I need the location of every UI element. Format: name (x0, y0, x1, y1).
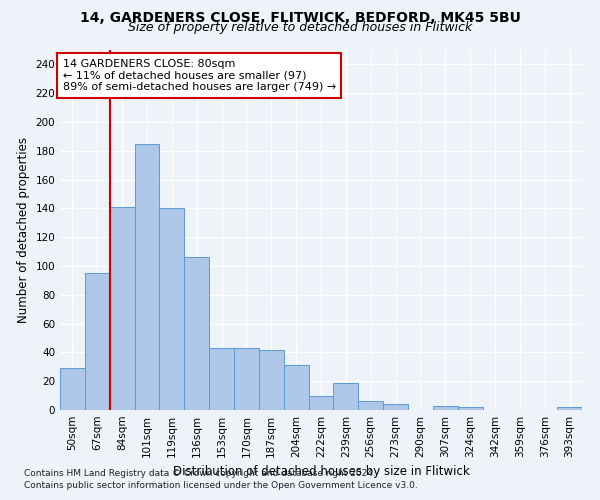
Bar (334, 382, 358, 410)
Bar (358, 402, 383, 410)
Text: Contains public sector information licensed under the Open Government Licence v3: Contains public sector information licen… (24, 481, 418, 490)
Y-axis label: Number of detached properties: Number of detached properties (17, 137, 30, 323)
Bar (284, 366, 308, 410)
Bar (209, 348, 234, 410)
Bar (234, 348, 259, 410)
Text: 14 GARDENERS CLOSE: 80sqm
← 11% of detached houses are smaller (97)
89% of semi-: 14 GARDENERS CLOSE: 80sqm ← 11% of detac… (62, 59, 336, 92)
Bar (433, 406, 458, 410)
Bar (383, 404, 408, 410)
X-axis label: Distribution of detached houses by size in Flitwick: Distribution of detached houses by size … (173, 466, 469, 478)
Bar (259, 350, 284, 410)
Bar (134, 144, 160, 410)
Bar (458, 407, 482, 410)
Text: Contains HM Land Registry data © Crown copyright and database right 2024.: Contains HM Land Registry data © Crown c… (24, 468, 376, 477)
Bar (60, 368, 85, 410)
Bar (184, 258, 209, 410)
Bar (110, 207, 134, 410)
Bar (557, 407, 582, 410)
Bar (85, 273, 110, 410)
Text: 14, GARDENERS CLOSE, FLITWICK, BEDFORD, MK45 5BU: 14, GARDENERS CLOSE, FLITWICK, BEDFORD, … (80, 11, 520, 25)
Bar (160, 208, 184, 410)
Bar (308, 396, 334, 410)
Text: Size of property relative to detached houses in Flitwick: Size of property relative to detached ho… (128, 22, 472, 35)
